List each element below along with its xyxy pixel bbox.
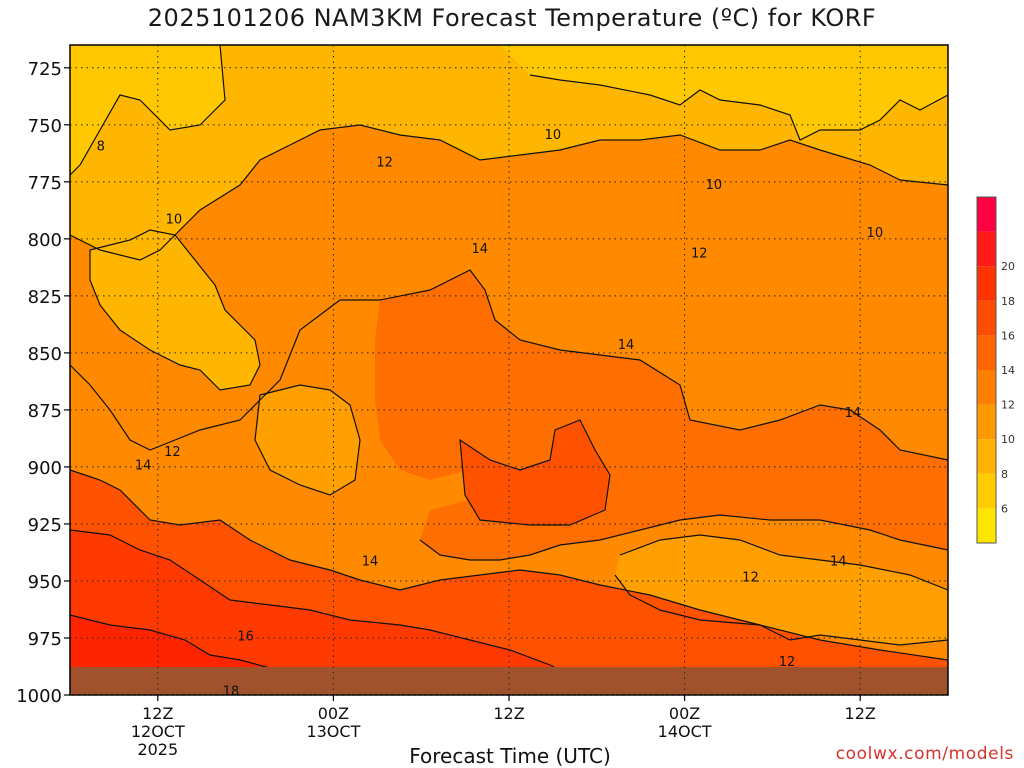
isotherm-line <box>459 419 611 526</box>
contour-label: 10 <box>706 178 723 193</box>
contour-label: 10 <box>545 128 562 143</box>
colorbar-label: 14 <box>1001 364 1015 377</box>
contour-label: 10 <box>166 212 183 227</box>
isotherm-line <box>89 229 261 391</box>
x-tick-label: 12OCT <box>131 722 185 741</box>
colorbar-swatch <box>977 473 996 509</box>
isotherm-line <box>619 534 949 591</box>
x-tick-label: 00Z <box>318 704 349 723</box>
contour-label: 14 <box>362 554 379 569</box>
chart-title: 2025101206 NAM3KM Forecast Temperature (… <box>147 4 877 32</box>
y-tick-label: 1000 <box>16 686 62 707</box>
colorbar-label: 6 <box>1001 502 1008 515</box>
x-axis-title: Forecast Time (UTC) <box>409 744 611 768</box>
colorbar-swatch <box>977 266 996 301</box>
colorbar-label: 8 <box>1001 468 1008 481</box>
contour-label: 12 <box>691 247 708 262</box>
colorbar-label: 10 <box>1001 433 1015 446</box>
contour-label: 8 <box>97 139 105 154</box>
colorbar-swatch <box>977 197 996 232</box>
x-tick-label: 12Z <box>845 704 876 723</box>
contour-label: 12 <box>779 655 796 670</box>
isotherm-line <box>69 124 949 261</box>
band-le8-topleft <box>70 45 225 175</box>
colorbar-frame <box>976 196 997 544</box>
colorbar-swatch <box>977 335 996 370</box>
y-tick-label: 875 <box>28 401 62 422</box>
contour-label: 14 <box>135 459 152 474</box>
y-tick-label: 800 <box>28 230 62 251</box>
y-tick-label: 925 <box>28 515 62 536</box>
contour-label: 12 <box>376 155 393 170</box>
y-tick-label: 975 <box>28 629 62 650</box>
colorbar-swatch <box>977 370 996 405</box>
colorbar-swatch <box>977 508 996 543</box>
band-16-warm-pocket <box>460 420 610 525</box>
contour-label: 12 <box>164 445 181 460</box>
colorbar-label: 12 <box>1001 399 1015 412</box>
x-tick-label: 13OCT <box>306 722 360 741</box>
isotherm-line <box>69 469 949 661</box>
x-tick-label: 14OCT <box>658 722 712 741</box>
x-tick-label: 00Z <box>669 704 700 723</box>
y-tick-label: 850 <box>28 344 62 365</box>
y-axis: 725 750 775 800 825 850 875 900 925 950 975 1000 <box>16 59 70 707</box>
x-tick-label: 2025 <box>137 740 178 759</box>
contour-label: 14 <box>618 338 635 353</box>
band-le12-center-bubble <box>255 385 360 495</box>
band-le10-left-bubble <box>90 230 260 390</box>
isotherm-line <box>69 269 949 461</box>
y-tick-label: 950 <box>28 572 62 593</box>
isotherm-line <box>69 614 271 669</box>
colorbar-swatch <box>977 439 996 474</box>
x-tick-label: 12Z <box>142 704 173 723</box>
contour-label: 14 <box>845 406 862 421</box>
colorbar-swatch <box>977 300 996 336</box>
contour-label: 14 <box>471 242 488 257</box>
contour-label: 16 <box>237 630 254 645</box>
isotherm-line <box>419 514 949 561</box>
band-le8-topright <box>500 45 948 140</box>
y-tick-label: 725 <box>28 59 62 80</box>
contour-label: 12 <box>742 570 759 585</box>
y-tick-label: 900 <box>28 458 62 479</box>
colorbar-label: 20 <box>1001 260 1015 273</box>
isotherm-line <box>614 574 949 646</box>
isotherm-line <box>69 529 581 681</box>
y-tick-label: 750 <box>28 116 62 137</box>
band-14-center <box>375 270 700 480</box>
colorbar-swatch <box>977 231 996 267</box>
gridlines <box>70 45 948 696</box>
colorbar-label: 18 <box>1001 295 1015 308</box>
colorbar-label: 16 <box>1001 329 1015 342</box>
isotherm-line <box>254 384 361 496</box>
y-tick-label: 775 <box>28 173 62 194</box>
ground-below-surface <box>70 667 948 695</box>
colorbar-swatch <box>977 404 996 440</box>
colorbar: 6 8 10 12 14 16 18 20 <box>976 196 1015 544</box>
contour-lines <box>69 44 949 681</box>
contour-label: 14 <box>830 554 847 569</box>
contour-labels: 8 10 12 10 10 10 14 12 14 14 12 14 14 14 12 16 12 18 <box>97 128 884 699</box>
contour-label: 18 <box>223 684 240 699</box>
source-credit: coolwx.com/models <box>835 744 1014 764</box>
contour-label: 10 <box>867 226 884 241</box>
isotherm-line <box>69 44 226 176</box>
y-tick-label: 825 <box>28 287 62 308</box>
x-tick-label: 12Z <box>493 704 524 723</box>
isotherm-line <box>529 74 949 141</box>
